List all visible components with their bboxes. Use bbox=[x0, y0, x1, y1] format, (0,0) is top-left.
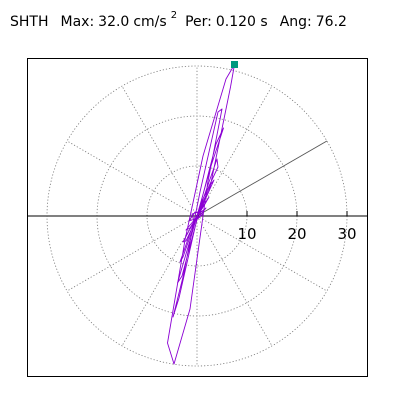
angle-label: Ang: bbox=[279, 13, 312, 30]
max-value: 32.0 bbox=[98, 13, 130, 30]
grid-spoke bbox=[196, 140, 328, 217]
max-unit: cm/s bbox=[133, 13, 167, 30]
angle-value: 76.2 bbox=[315, 13, 347, 30]
max-point-marker bbox=[231, 61, 238, 68]
component-label: SHTH bbox=[10, 13, 49, 30]
grid-spoke bbox=[66, 215, 198, 292]
polar-grid-spokes bbox=[66, 66, 328, 366]
grid-spoke bbox=[196, 85, 273, 217]
max-label: Max: bbox=[60, 13, 95, 30]
grid-spoke bbox=[196, 215, 273, 347]
grid-spoke bbox=[121, 85, 198, 217]
tick-label: 20 bbox=[287, 225, 306, 243]
max-unit-exponent: 2 bbox=[170, 10, 178, 21]
grid-spoke bbox=[196, 215, 328, 292]
motion-trace bbox=[167, 64, 235, 365]
grid-spoke bbox=[121, 215, 198, 347]
period-value: 0.120 s bbox=[215, 13, 268, 30]
period-label: Per: bbox=[185, 13, 212, 30]
tick-label: 10 bbox=[237, 225, 256, 243]
tick-label: 30 bbox=[337, 225, 356, 243]
plot-header: SHTH Max: 32.0 cm/s 2 Per: 0.120 s Ang: 76.2 bbox=[10, 10, 351, 36]
radial-tick-labels: 10 20 30 bbox=[237, 211, 357, 243]
grid-spoke bbox=[66, 140, 198, 217]
plot-frame bbox=[27, 58, 368, 377]
